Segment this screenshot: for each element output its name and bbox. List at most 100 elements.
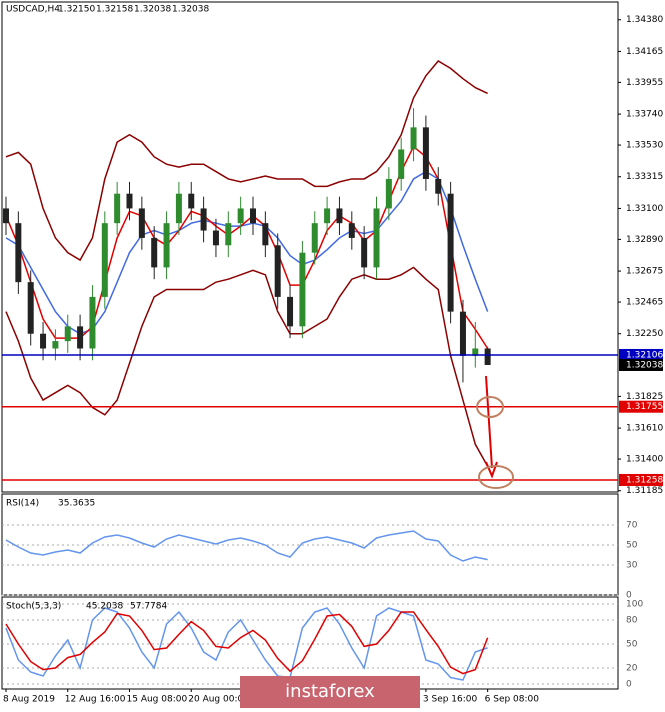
x-tick-label: 3 Sep 16:00 bbox=[423, 695, 478, 705]
y-tick-label: 1.33100 bbox=[626, 204, 663, 214]
candle-body bbox=[459, 311, 466, 356]
y-tick-label: 1.34165 bbox=[626, 47, 663, 57]
candle-body bbox=[52, 341, 59, 349]
candle-body bbox=[472, 348, 479, 356]
candle-body bbox=[336, 208, 343, 224]
level-tag bbox=[619, 473, 663, 486]
y-tick-label: 1.34380 bbox=[626, 15, 663, 25]
candle-body bbox=[15, 223, 22, 283]
arrow bbox=[485, 375, 493, 469]
candle-body bbox=[27, 282, 34, 334]
candle-body bbox=[262, 223, 269, 246]
candle-body bbox=[237, 208, 244, 224]
price-label: 1.32038 bbox=[626, 360, 663, 370]
indicator-line bbox=[5, 611, 489, 675]
rsi-title: RSI(14) bbox=[6, 499, 39, 509]
y-tick-label: 1.33955 bbox=[626, 78, 663, 88]
rsi-value: 35.3635 bbox=[58, 499, 95, 509]
candle-body bbox=[114, 193, 121, 224]
y-tick-label: 50 bbox=[626, 541, 638, 551]
stoch-k: 45.2038 bbox=[86, 602, 123, 612]
main-panel bbox=[1, 1, 619, 493]
level-label: 1.32106 bbox=[626, 350, 663, 360]
candle-body bbox=[3, 208, 9, 224]
indicator-line bbox=[5, 530, 488, 562]
y-tick-label: 1.31610 bbox=[626, 424, 663, 434]
candle-body bbox=[324, 208, 331, 224]
y-tick-label: 1.31185 bbox=[626, 486, 663, 496]
stoch-panel bbox=[1, 596, 619, 690]
y-tick-label: 1.31400 bbox=[626, 455, 663, 465]
candle-body bbox=[311, 223, 318, 253]
y-tick-label: 0 bbox=[626, 680, 632, 690]
x-tick-label: 6 Sep 08:00 bbox=[485, 695, 540, 705]
y-tick-label: 1.32675 bbox=[626, 267, 663, 277]
candle-body bbox=[287, 296, 294, 327]
ohlc-label: 1.32038 bbox=[172, 5, 209, 15]
y-tick-label: 1.32250 bbox=[626, 329, 663, 339]
candle-body bbox=[64, 326, 71, 342]
candle-body bbox=[200, 208, 207, 231]
level-tag bbox=[619, 400, 663, 413]
y-tick-label: 1.33740 bbox=[626, 110, 663, 120]
y-tick-label: 1.33530 bbox=[626, 141, 663, 151]
symbol: USDCAD,H4 bbox=[6, 5, 60, 15]
x-tick-label: 8 Aug 2019 bbox=[3, 695, 55, 705]
candle-body bbox=[126, 193, 133, 209]
y-tick-label: 1.32465 bbox=[626, 298, 663, 308]
candle-body bbox=[175, 193, 182, 224]
candle-body bbox=[212, 230, 219, 246]
candle-body bbox=[385, 178, 392, 209]
candle-body bbox=[484, 348, 491, 365]
candle-body bbox=[435, 178, 442, 194]
watermark-bg bbox=[240, 676, 420, 708]
level-tag bbox=[619, 348, 663, 361]
x-tick-label: 12 Aug 16:00 bbox=[65, 695, 126, 705]
level-label: 1.31258 bbox=[626, 475, 663, 485]
candle-body bbox=[89, 296, 96, 349]
y-tick-label: 1.31825 bbox=[626, 392, 663, 402]
rsi-panel bbox=[1, 493, 619, 596]
candle-body bbox=[40, 333, 47, 349]
y-tick-label: 1.32890 bbox=[626, 235, 663, 245]
candle-body bbox=[410, 127, 417, 150]
candle-body bbox=[138, 208, 145, 238]
candle-body bbox=[225, 223, 232, 246]
candle-body bbox=[163, 223, 170, 268]
stoch-title: Stoch(5,3,3) bbox=[6, 602, 61, 612]
candle-body bbox=[398, 149, 405, 179]
indicator-line bbox=[5, 607, 488, 681]
candle-body bbox=[77, 326, 84, 349]
candle-body bbox=[299, 252, 306, 327]
highlight-ellipse bbox=[478, 465, 514, 489]
y-tick-label: 100 bbox=[626, 600, 643, 610]
candle-body bbox=[348, 223, 355, 238]
x-tick-label: 20 Aug 00:00 bbox=[188, 695, 249, 705]
ohlc-label: 1.32150 bbox=[58, 5, 95, 15]
candle-body bbox=[274, 245, 281, 297]
x-tick-label: 15 Aug 08:00 bbox=[127, 695, 188, 705]
y-tick-label: 20 bbox=[626, 664, 638, 674]
watermark: instaforex bbox=[285, 681, 375, 702]
y-tick-label: 1.33315 bbox=[626, 172, 663, 182]
candle-body bbox=[250, 208, 256, 224]
candle-body bbox=[361, 237, 368, 268]
y-tick-label: 30 bbox=[626, 561, 638, 571]
y-tick-label: 0 bbox=[626, 591, 632, 601]
candle-body bbox=[422, 127, 429, 179]
candle-body bbox=[447, 193, 454, 312]
ohlc-label: 1.32158 bbox=[96, 5, 133, 15]
highlight-ellipse bbox=[476, 396, 504, 418]
candle-body bbox=[151, 237, 158, 268]
ohlc-label: 1.32038 bbox=[134, 5, 171, 15]
indicator-line bbox=[5, 266, 489, 467]
level-label: 1.31755 bbox=[626, 402, 663, 412]
candle-body bbox=[101, 223, 108, 297]
indicator-line bbox=[5, 145, 489, 349]
indicator-line bbox=[5, 60, 488, 262]
y-tick-label: 80 bbox=[626, 616, 638, 626]
y-tick-label: 70 bbox=[626, 521, 638, 531]
candle-body bbox=[373, 208, 380, 268]
stoch-d: 57.7784 bbox=[130, 602, 167, 612]
